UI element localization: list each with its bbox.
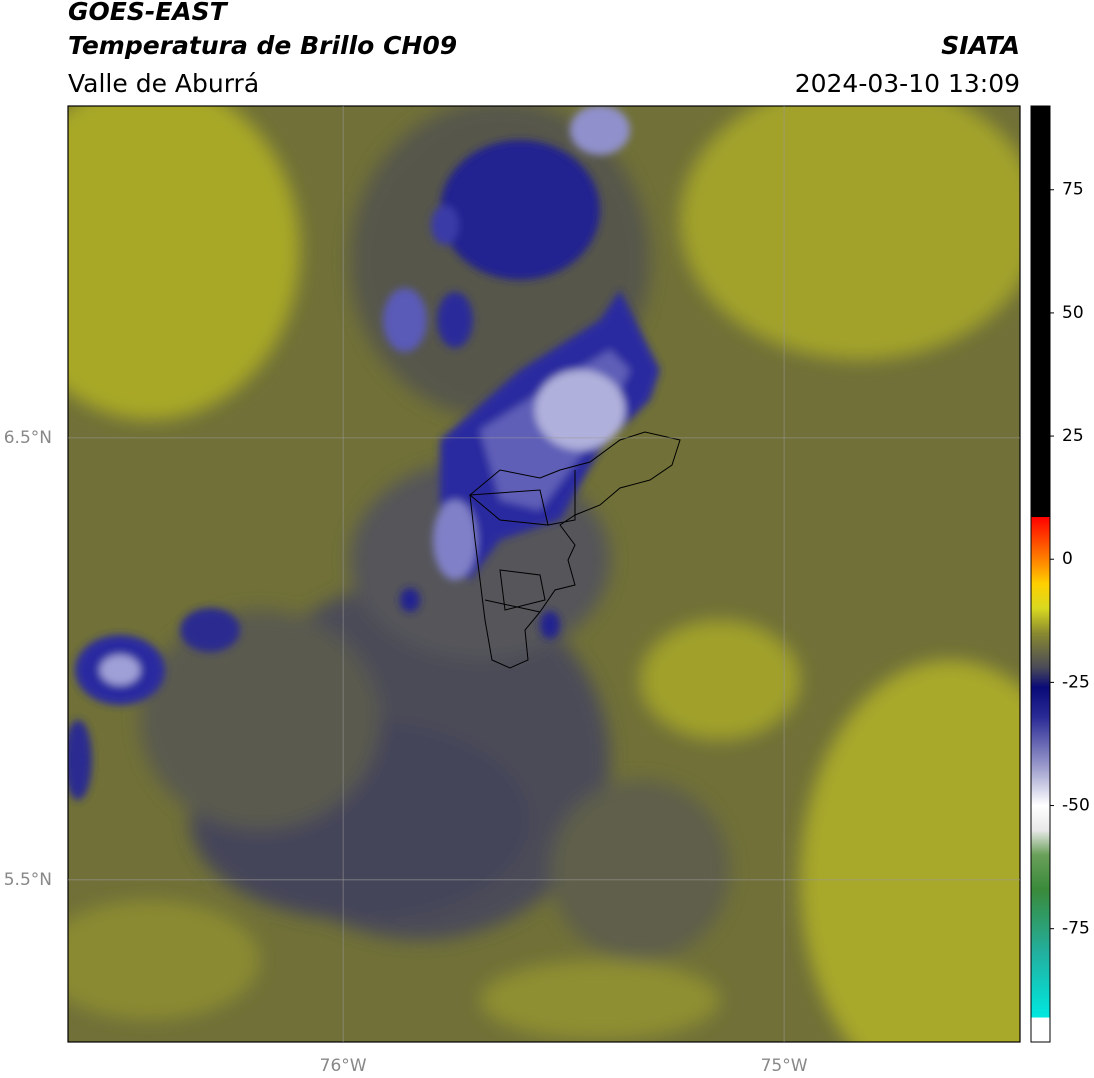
x-tick-label: 75°W: [761, 1056, 808, 1076]
colorbar-tick-label: 0: [1062, 549, 1073, 569]
datetime: 2024-03-10 13:09: [795, 69, 1020, 98]
colorbar-tick-label: -50: [1062, 796, 1090, 816]
title: GOES-EAST: [68, 0, 229, 26]
colorbar-tick-label: 75: [1062, 180, 1084, 200]
colorbar: [1030, 105, 1051, 1043]
y-tick-label: 5.5°N: [4, 870, 52, 890]
colorbar-tick-label: 50: [1062, 303, 1084, 323]
colorbar-tick-label: 25: [1062, 426, 1084, 446]
map-frame: [67, 105, 1021, 1043]
region: Valle de Aburrá: [68, 69, 259, 98]
colorbar-tick-label: -75: [1062, 919, 1090, 939]
x-tick-label: 76°W: [320, 1056, 367, 1076]
source: SIATA: [941, 31, 1020, 60]
y-tick-label: 6.5°N: [4, 428, 52, 448]
subtitle: Temperatura de Brillo CH09: [68, 31, 457, 60]
satellite-image: [68, 106, 1020, 1042]
colorbar-tick-label: -25: [1062, 672, 1090, 692]
